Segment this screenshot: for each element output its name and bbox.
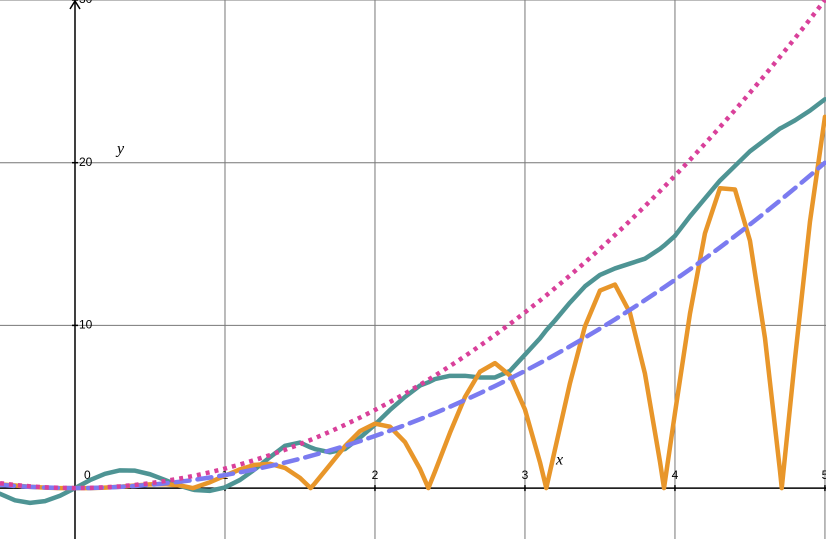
- y-tick-label: 10: [79, 318, 93, 332]
- series-line: [0, 114, 826, 491]
- series-line: [0, 0, 826, 491]
- x-tick-label: 4: [672, 468, 679, 482]
- series-line: [0, 96, 826, 506]
- labels: 012345102030: [79, 0, 826, 482]
- x-tick-label: 2: [372, 468, 379, 482]
- x-tick-label: 3: [522, 468, 529, 482]
- x-tick-label: 0: [84, 468, 91, 482]
- series-line: [0, 160, 826, 491]
- x-tick-label: 5: [822, 468, 826, 482]
- y-tick-label: 20: [79, 155, 93, 169]
- x-axis-label: x: [555, 452, 563, 469]
- lines: [0, 0, 826, 506]
- y-axis-label: y: [115, 141, 125, 158]
- y-tick-label: 30: [79, 0, 93, 6]
- y-axis-arrow: [69, 0, 81, 10]
